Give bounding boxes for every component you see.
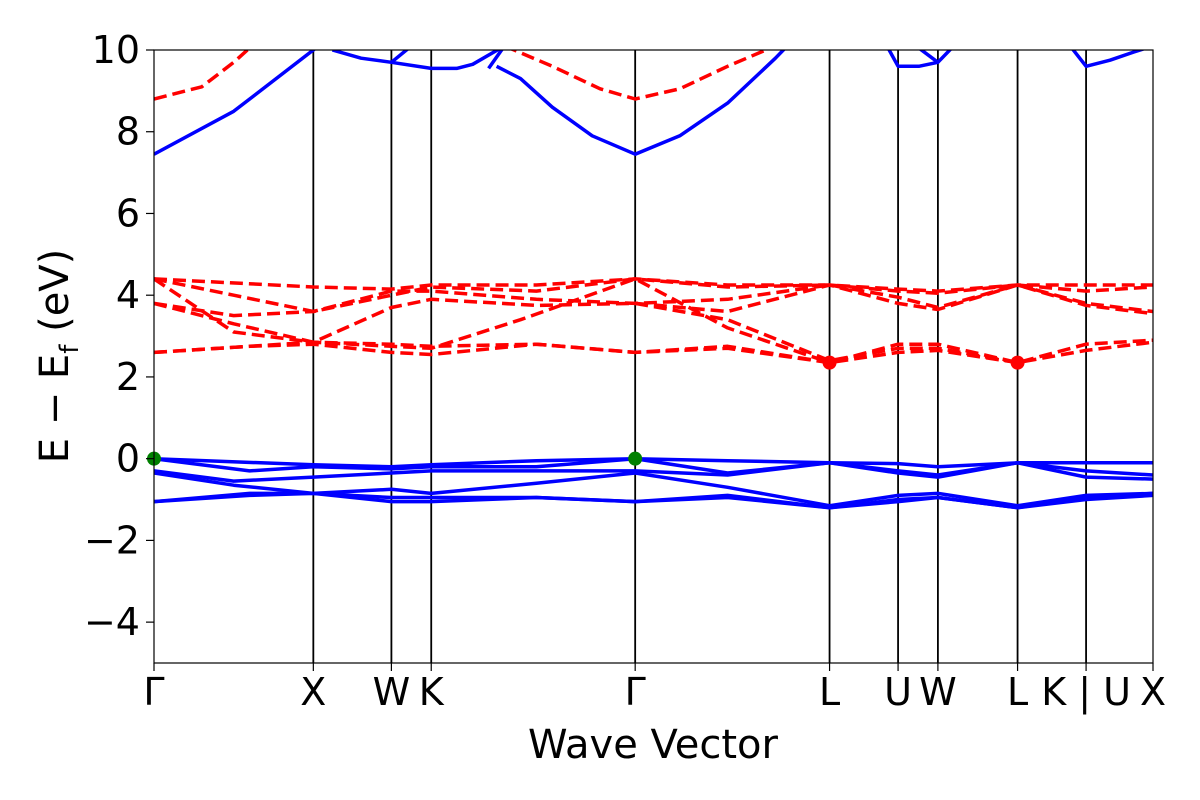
valence-band-line (154, 491, 1153, 510)
y-axis-title-subscript: f (55, 344, 85, 354)
plot-frame (153, 49, 1154, 664)
y-tick-label: −2 (84, 518, 140, 562)
valence-band-line (154, 461, 1153, 483)
y-tick-label: −4 (84, 600, 140, 644)
conduction-band-line (154, 277, 831, 365)
x-tick-label: L (819, 670, 840, 714)
y-axis-title-main: E − E (32, 354, 78, 464)
x-tick-label: X (300, 670, 326, 714)
valence-band-line (154, 50, 317, 156)
valence-band-line (495, 50, 786, 156)
valence-band-line (1071, 50, 1146, 69)
vbm-marker (628, 451, 643, 466)
conduction-band-line (154, 340, 1153, 365)
conduction-band-line (154, 283, 1153, 318)
x-tick-label: Γ (625, 670, 646, 714)
plot-area (154, 50, 1153, 663)
x-tick-label: W (373, 670, 411, 714)
y-axis-ticks: −4 −2 0 2 4 6 8 10 (84, 28, 154, 644)
x-tick-label: K | U (1041, 670, 1131, 715)
x-tick-label: U (884, 670, 912, 714)
y-tick-label: 0 (116, 437, 140, 481)
y-axis-title: E − Ef (eV) (32, 249, 85, 464)
valence-band-line (487, 50, 504, 70)
x-axis-title: Wave Vector (528, 722, 779, 768)
x-tick-label: W (919, 670, 957, 714)
y-axis-title-unit: (eV) (32, 249, 78, 345)
conduction-band-line (154, 50, 250, 101)
y-tick-label: 8 (116, 110, 140, 154)
conduction-band-line (634, 301, 1018, 365)
y-tick-label: 2 (116, 355, 140, 399)
conduction-band-line (509, 50, 771, 101)
cbm-marker (1010, 355, 1025, 370)
x-tick-label: Γ (143, 670, 164, 714)
x-tick-label: K (419, 670, 445, 714)
cbm-marker (822, 355, 837, 370)
y-tick-label: 6 (116, 191, 140, 235)
y-tick-label: 10 (92, 28, 140, 72)
valence-band-line (331, 50, 501, 71)
valence-band-line (887, 50, 953, 69)
x-tick-label: L (1007, 670, 1028, 714)
y-tick-label: 4 (116, 273, 140, 317)
x-tick-label: X (1140, 670, 1166, 714)
conduction-band-line (154, 283, 1153, 344)
band-lines (154, 50, 1153, 510)
